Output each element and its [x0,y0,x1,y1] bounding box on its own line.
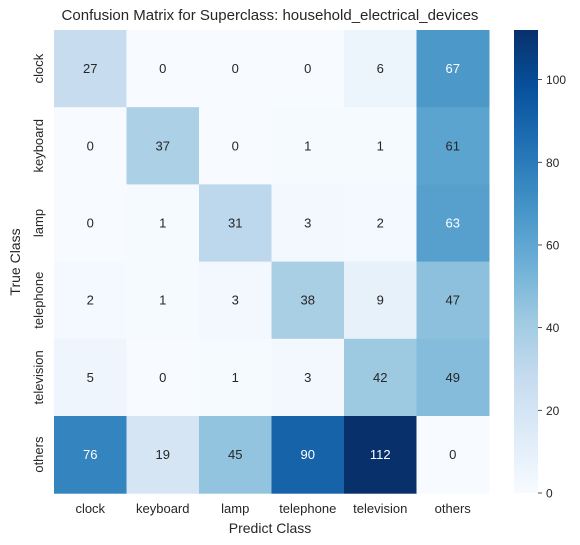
cell-value-label: 0 [159,61,166,76]
cell-value-label: 2 [377,216,384,231]
cell-value-label: 1 [377,138,384,153]
cell-value-label: 9 [377,293,384,308]
heatmap-cells: 27 0 0 0 6 67 0 37 0 1 1 61 0 1 31 3 2 63 2 1 3 38 9 47 5 0 1 3 42 49… [54,30,490,494]
cell-value-label: 38 [301,293,315,308]
heatmap-cell [344,261,417,340]
heatmap-cell [416,416,490,494]
heatmap-cell [271,184,345,263]
heatmap-cell [126,416,200,494]
heatmap-cell [126,261,200,340]
heatmap-cell [416,338,490,417]
heatmap-cell [54,184,127,263]
heatmap-cell [54,261,127,340]
heatmap-cell [344,416,417,494]
colorbar-tick-label: 40 [546,321,560,335]
y-tick-label: others [31,436,46,473]
cell-value-label: 0 [87,216,94,231]
cell-value-label: 63 [446,216,460,231]
cell-value-label: 76 [83,447,97,462]
heatmap-cell [416,261,490,340]
heatmap-cell [271,261,345,340]
cell-value-label: 61 [446,138,460,153]
x-tick-label: clock [75,501,105,516]
cell-value-label: 3 [232,293,239,308]
cell-value-label: 5 [87,370,94,385]
x-tick-label: others [435,501,472,516]
cell-value-label: 27 [83,61,97,76]
y-tick-label: telephone [31,272,46,329]
heatmap-cell [344,30,417,108]
x-tick-label: lamp [221,501,249,516]
x-tick-labels: clock keyboard lamp telephone television othe… [75,501,471,516]
heatmap-cell [126,184,200,263]
cell-value-label: 42 [373,370,387,385]
cell-value-label: 37 [156,138,170,153]
heatmap-cell [199,416,272,494]
heatmap-cell [271,338,345,417]
cell-value-label: 47 [446,293,460,308]
cell-value-label: 6 [377,61,384,76]
x-tick-label: telephone [279,501,336,516]
y-tick-label: lamp [31,209,46,237]
colorbar-tick-label: 60 [546,238,560,252]
heatmap-cell [271,416,345,494]
cell-value-label: 67 [446,61,460,76]
heatmap-cell [54,416,127,494]
y-tick-label: television [31,350,46,404]
colorbar-tick-labels: 0 20 40 60 80 100 [538,73,566,501]
colorbar-tick-label: 20 [546,404,560,418]
cell-value-label: 1 [159,293,166,308]
y-tick-label: keyboard [31,119,46,172]
cell-value-label: 3 [304,370,311,385]
cell-value-label: 0 [304,61,311,76]
cell-value-label: 0 [232,61,239,76]
heatmap-cell [199,107,272,185]
cell-value-label: 1 [159,216,166,231]
x-axis-label: Predict Class [229,520,311,536]
colorbar-tick-label: 0 [546,487,553,501]
heatmap-cell [416,30,490,108]
heatmap-cell [126,30,200,108]
cell-value-label: 3 [304,216,311,231]
heatmap-cell [344,184,417,263]
heatmap-cell [199,184,272,263]
heatmap-cell [54,30,127,108]
heatmap-cell [271,107,345,185]
cell-value-label: 0 [449,447,456,462]
heatmap-cell [416,184,490,263]
heatmap-cell [199,338,272,417]
heatmap-cell [416,107,490,185]
heatmap-cell [344,107,417,185]
cell-value-label: 0 [87,138,94,153]
colorbar-tick-label: 100 [546,73,566,87]
heatmap-cell [126,338,200,417]
cell-value-label: 2 [87,293,94,308]
cell-value-label: 0 [159,370,166,385]
heatmap-cell [199,261,272,340]
heatmap-cell [54,107,127,185]
cell-value-label: 1 [304,138,311,153]
cell-value-label: 90 [301,447,315,462]
cell-value-label: 45 [228,447,242,462]
cell-value-label: 1 [232,370,239,385]
x-tick-label: keyboard [136,501,189,516]
cell-value-label: 112 [370,447,391,462]
colorbar-tick-label: 80 [546,156,560,170]
y-tick-label: clock [31,53,46,83]
cell-value-label: 31 [228,216,242,231]
y-tick-labels: clock keyboard lamp telephone television othe… [31,53,46,472]
cell-value-label: 49 [446,370,460,385]
chart-title: Confusion Matrix for Superclass: househo… [62,7,479,24]
heatmap-cell [126,107,200,185]
colorbar [514,30,538,493]
heatmap-cell [54,338,127,417]
heatmap-cell [271,30,345,108]
heatmap-cell [344,338,417,417]
cell-value-label: 0 [232,138,239,153]
x-tick-label: television [353,501,407,516]
cell-value-label: 19 [156,447,170,462]
heatmap-cell [199,30,272,108]
y-axis-label: True Class [7,228,23,295]
